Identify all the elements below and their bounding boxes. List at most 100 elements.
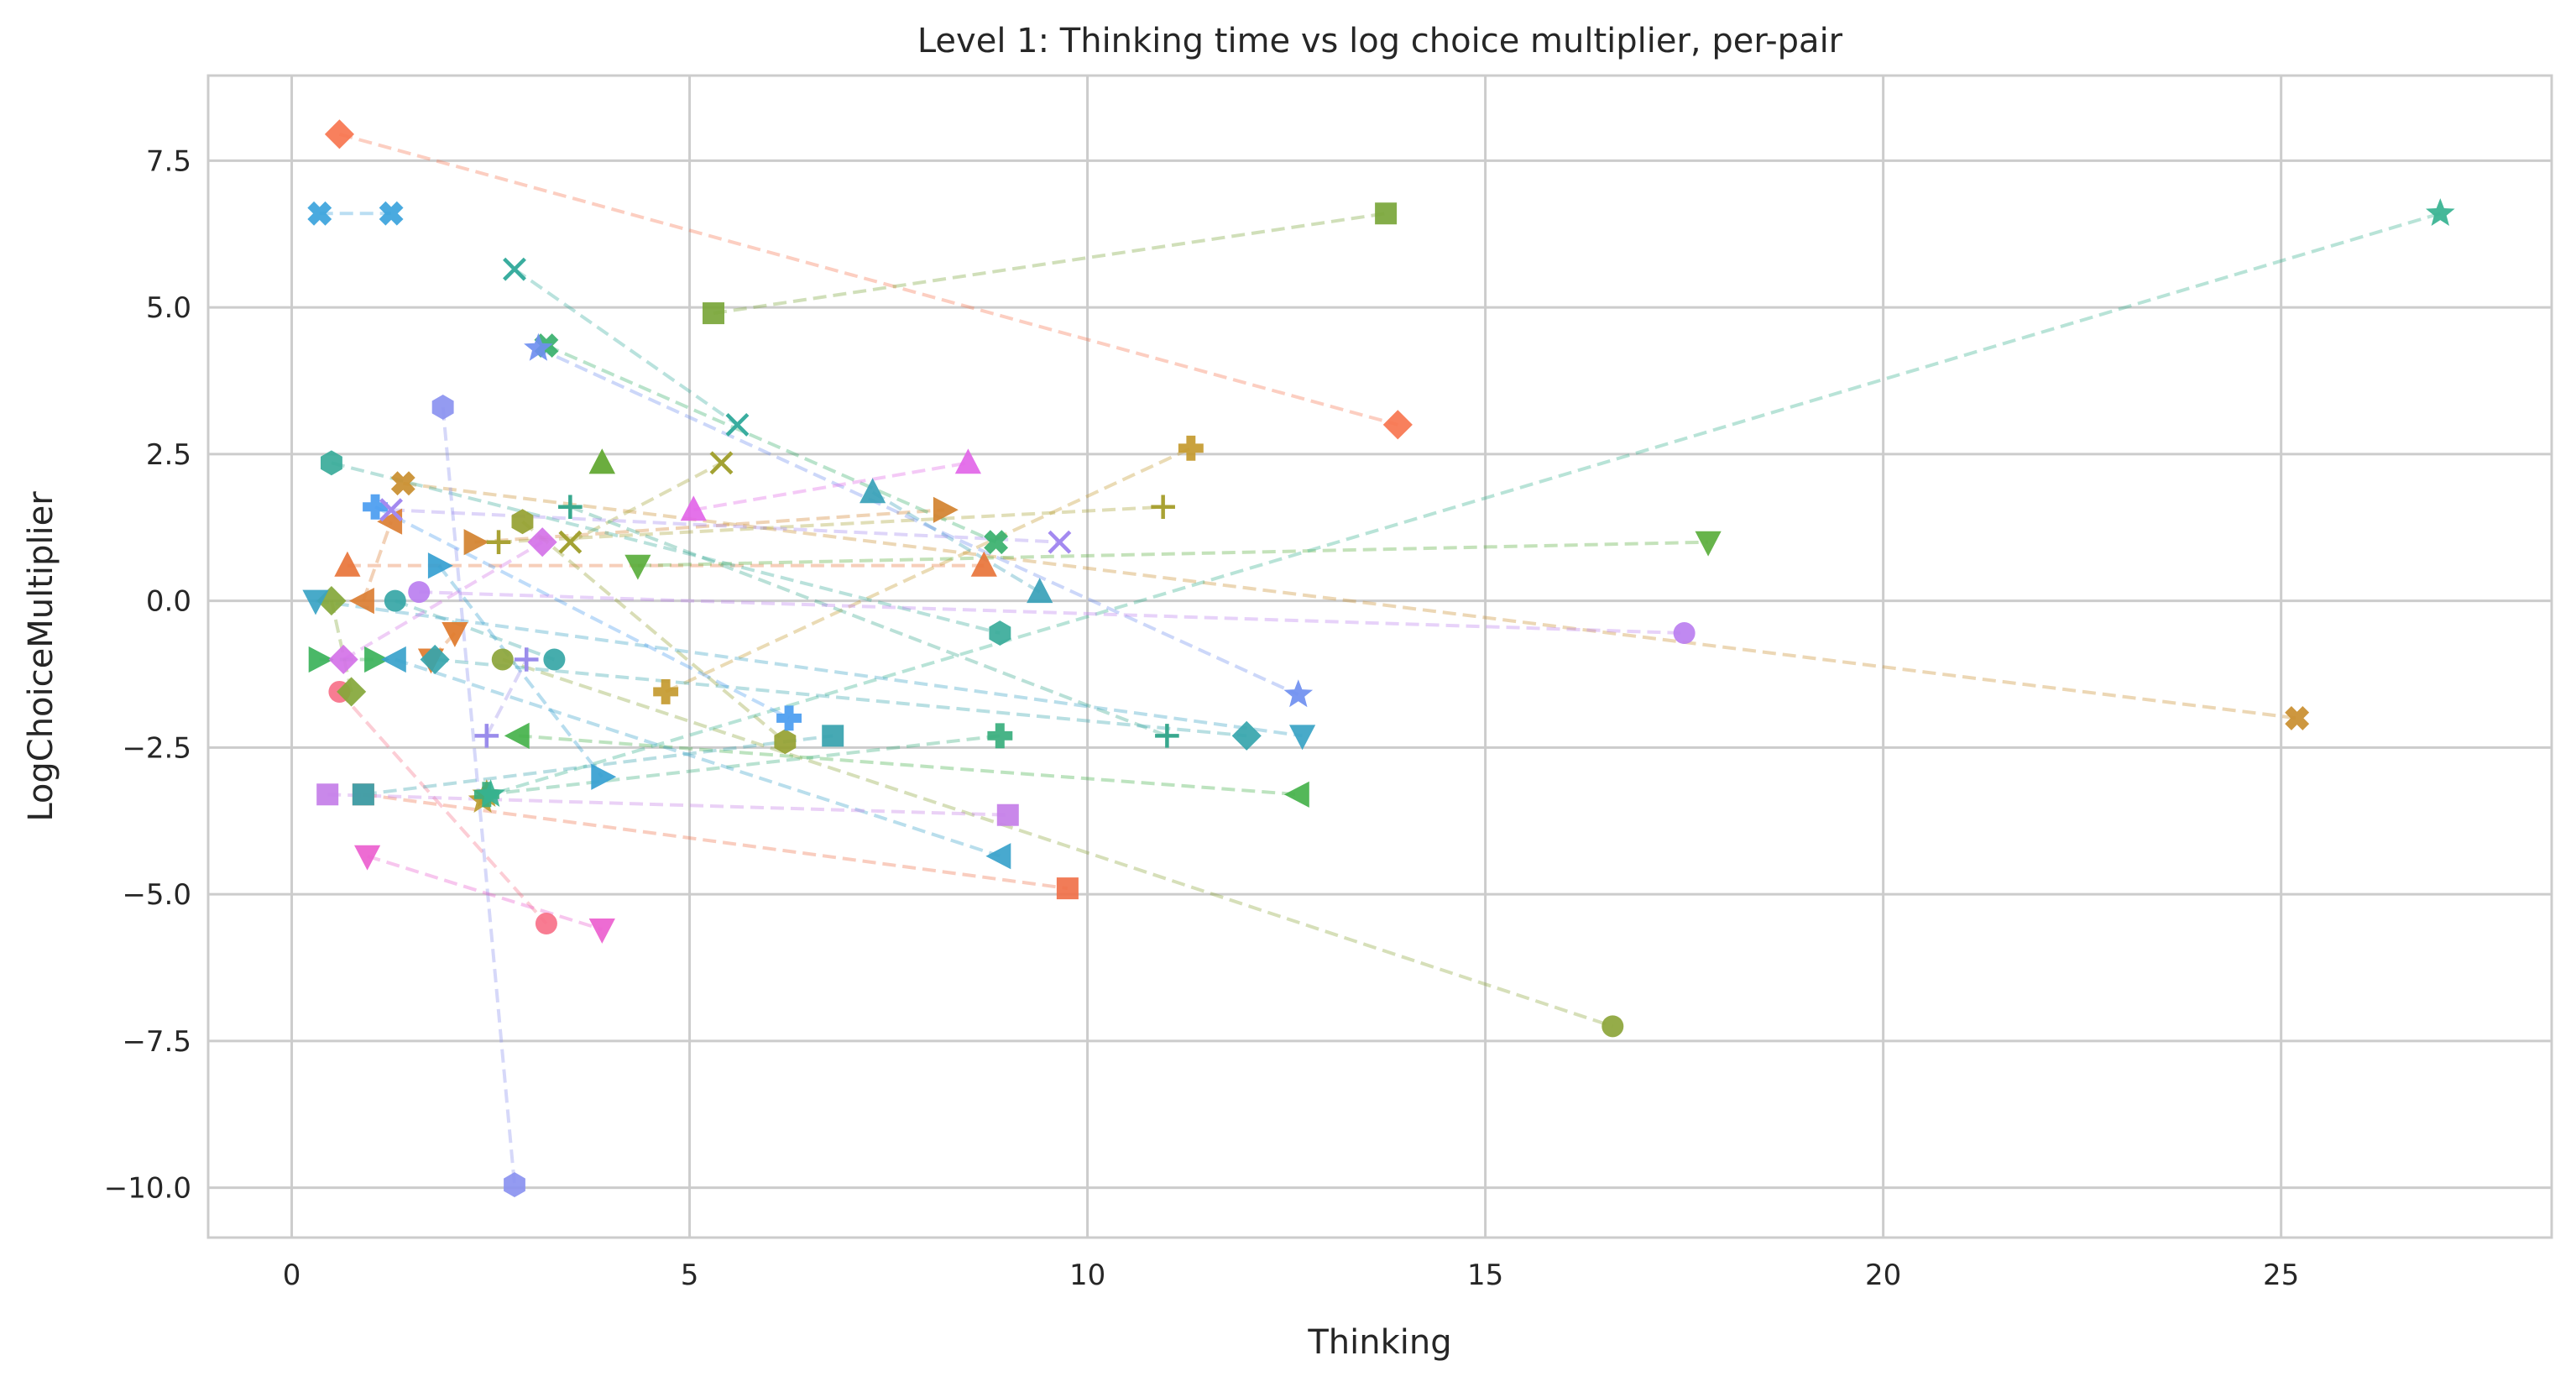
pair-line <box>419 590 1685 636</box>
plot-frame <box>206 74 2553 1239</box>
pair-line <box>569 461 723 544</box>
pair-line <box>403 481 2297 720</box>
data-point <box>2426 198 2455 226</box>
data-point <box>302 589 329 615</box>
pair-line <box>390 508 1060 544</box>
data-point <box>987 723 1013 749</box>
data-point <box>380 646 406 673</box>
data-point <box>624 554 651 580</box>
data-point <box>431 395 454 420</box>
data-point <box>1695 531 1722 557</box>
data-point <box>709 451 734 475</box>
pair-line <box>871 490 1041 594</box>
data-point <box>476 779 505 807</box>
data-point <box>558 495 583 520</box>
grid-lines <box>208 76 2552 1238</box>
y-tick-label: −2.5 <box>122 731 191 765</box>
data-point <box>774 729 797 755</box>
data-point <box>442 622 468 647</box>
pair-line <box>374 505 790 720</box>
data-point <box>527 527 557 557</box>
pair-line <box>342 540 544 662</box>
pair-line <box>521 520 786 743</box>
data-point <box>363 494 388 520</box>
pair-line <box>537 347 1299 697</box>
data-point <box>653 679 679 704</box>
y-tick-label: −5.0 <box>122 878 191 912</box>
data-point <box>503 257 526 281</box>
pair-line <box>331 461 1001 635</box>
y-tick-label: 7.5 <box>146 144 191 178</box>
data-point <box>324 119 354 149</box>
data-point <box>474 724 499 748</box>
data-point <box>1283 781 1309 808</box>
x-tick-label: 25 <box>2263 1259 2299 1292</box>
data-point <box>1289 725 1316 751</box>
data-point <box>463 529 489 556</box>
pair-line <box>394 657 1001 858</box>
pair-line <box>486 734 1001 797</box>
data-point <box>390 471 415 496</box>
tick-labels: 0 5 10 15 20 25 −10.0 −7.5 −5.0 −2.5 0.0 2.5 5.0 7.5 <box>104 144 2299 1292</box>
data-point <box>985 843 1011 870</box>
pair-line <box>692 461 969 512</box>
data-point <box>1382 410 1413 440</box>
data-point <box>535 913 557 935</box>
data-point <box>588 919 615 944</box>
pair-line <box>513 268 739 427</box>
data-point <box>524 332 553 361</box>
data-point <box>307 201 332 226</box>
data-point <box>337 677 367 707</box>
data-point <box>776 705 802 731</box>
data-point <box>1048 530 1072 554</box>
data-point <box>1231 720 1262 751</box>
data-point <box>420 644 450 674</box>
data-point <box>996 803 1019 826</box>
pair-line <box>489 212 2441 797</box>
data-point <box>321 450 342 476</box>
data-point <box>1178 435 1204 461</box>
pair-line <box>338 132 1398 427</box>
data-point <box>511 509 534 535</box>
data-point <box>328 644 358 674</box>
pair-line <box>437 564 604 778</box>
data-point <box>504 722 530 749</box>
pair-line <box>518 734 1298 797</box>
data-point <box>1375 202 1398 225</box>
data-point <box>504 1172 525 1197</box>
pair-line <box>337 690 548 925</box>
pair-line <box>546 343 997 544</box>
data-point <box>1027 578 1053 604</box>
data-point <box>352 783 374 806</box>
data-point <box>933 496 959 523</box>
x-tick-label: 20 <box>1865 1259 1901 1292</box>
data-point <box>1155 724 1179 748</box>
data-point <box>1673 622 1696 645</box>
data-point <box>354 845 381 871</box>
data-point <box>427 552 453 579</box>
data-point <box>1056 877 1079 900</box>
data-point <box>349 588 374 615</box>
pair-line <box>363 793 1069 891</box>
data-point <box>989 620 1011 646</box>
data-point <box>308 646 334 673</box>
data-point <box>860 478 886 504</box>
data-point <box>725 412 750 437</box>
pair-line <box>485 658 528 737</box>
pair-line <box>637 540 1709 568</box>
data-point <box>1283 679 1314 708</box>
x-tick-label: 15 <box>1467 1259 1503 1292</box>
pair-line <box>327 793 1008 817</box>
data-point <box>954 448 981 474</box>
pair-line <box>474 508 945 544</box>
pair-line <box>569 505 1168 738</box>
y-tick-label: 0.0 <box>146 585 191 619</box>
pair-line <box>367 854 603 931</box>
data-point <box>379 498 403 522</box>
data-point <box>680 495 707 521</box>
pair-line <box>713 212 1387 316</box>
pair-line <box>498 505 1163 544</box>
x-tick-label: 10 <box>1069 1259 1105 1292</box>
pair-line <box>329 600 353 693</box>
